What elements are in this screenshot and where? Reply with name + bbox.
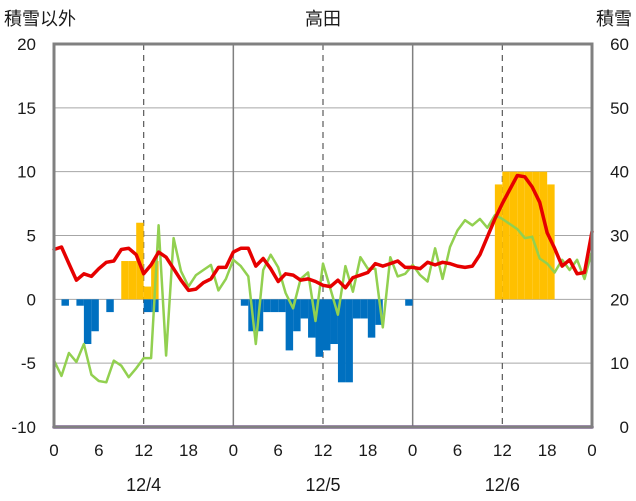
precipitation-bar [300,299,309,319]
x-tick-label: 0 [49,441,58,460]
precipitation-bar [61,299,69,306]
precipitation-bar [367,299,376,338]
y-right-tick-label: 30 [610,227,629,246]
precipitation-bar [337,299,346,383]
precipitation-bar [240,299,249,306]
y-right-axis-title: 積雪 [596,9,632,29]
snowfall-bar [143,286,152,300]
x-tick-label: 0 [587,441,596,460]
y-right-tick-label: 0 [620,418,629,437]
precipitation-bar [263,299,271,313]
precipitation-bar [315,299,323,357]
humidity-line [52,213,594,384]
precipitation-bar [91,299,99,332]
snowfall-bar [509,171,518,300]
precipitation-bar [83,299,92,345]
y-left-tick-label: 20 [17,35,36,54]
x-tick-label: 12 [314,441,333,460]
precipitation-bar [270,299,279,313]
precipitation-bar [360,299,368,319]
temperature-line [52,173,594,293]
snowfall-bar [532,171,540,300]
x-tick-label: 0 [229,441,238,460]
y-left-tick-label: 10 [17,163,36,182]
snowfall-bar [524,171,533,300]
precipitation-bar [330,299,338,345]
precipitation-bar [106,299,114,313]
date-label: 12/4 [126,475,161,495]
x-tick-label: 6 [94,441,103,460]
snowfall-bar [539,171,548,300]
y-right-tick-label: 10 [610,354,629,373]
y-left-tick-label: 5 [27,227,36,246]
precipitation-bar [143,299,152,313]
y-right-tick-label: 50 [610,99,629,118]
y-left-tick-label: -10 [11,418,36,437]
precipitation-bar [76,299,84,306]
snowfall-bar [494,184,503,300]
snowfall-bar [502,171,510,300]
precipitation-bar [345,299,353,383]
y-right-tick-label: 20 [610,290,629,309]
y-left-tick-label: 0 [27,290,36,309]
date-label: 12/6 [485,475,520,495]
y-left-axis-title: 積雪以外 [4,9,76,29]
snowfall-bar [121,261,129,300]
x-tick-label: 18 [358,441,377,460]
x-tick-label: 12 [134,441,153,460]
x-tick-label: 6 [273,441,282,460]
y-right-tick-label: 60 [610,35,629,54]
plot-frame [52,42,594,429]
x-tick-label: 18 [179,441,198,460]
y-right-tick-label: 40 [610,163,629,182]
date-label: 12/5 [305,475,340,495]
precipitation-bar [352,299,361,319]
precipitation-bar [293,299,301,332]
precipitation-bar [375,299,383,325]
x-tick-label: 12 [493,441,512,460]
snowfall-bar [128,261,137,300]
precipitation-bar [323,299,331,351]
precipitation-bar [405,299,413,306]
precipitation-bar [308,299,316,338]
precipitation-bar [278,299,286,313]
chart-title: 高田 [305,9,341,29]
x-tick-label: 0 [408,441,417,460]
x-tick-label: 18 [538,441,557,460]
y-left-tick-label: -5 [21,354,36,373]
precipitation-bar [285,299,294,351]
x-tick-label: 6 [453,441,462,460]
y-left-tick-label: 15 [17,99,36,118]
